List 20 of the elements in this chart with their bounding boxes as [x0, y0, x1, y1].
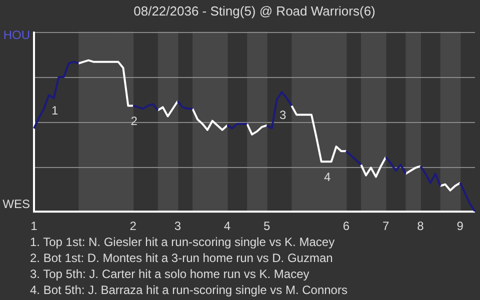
- x-tick-label: 6: [342, 219, 350, 234]
- text: WES: [2, 196, 30, 211]
- annotation: 1: [52, 103, 59, 118]
- x-tick-label: 8: [417, 219, 424, 234]
- text: 3. Top 5th: J. Carter hit a solo home run vs K. Macey: [30, 266, 310, 282]
- annotation: 2: [130, 114, 138, 128]
- x-tick-label: 7: [382, 219, 390, 234]
- x-tick-label: 1: [30, 219, 38, 234]
- text: 1. Top 1st: N. Giesler hit a run-scoring single vs K. Macey: [30, 234, 336, 250]
- text: 4. Bot 5th: J. Barraza hit a run-scoring single vs M. Connors: [30, 282, 348, 298]
- x-tick-label: 5: [264, 219, 271, 234]
- x-tick-label: 4: [224, 219, 231, 234]
- x-tick-label: 2: [130, 219, 137, 234]
- annotation: 3: [279, 108, 286, 122]
- annotation: 4: [324, 170, 332, 184]
- chart-title: 08/22/2036 - Sting(5) @ Road Warriors(6): [134, 3, 376, 18]
- text: HOU: [3, 28, 30, 42]
- x-tick-label: 9: [456, 219, 464, 234]
- text: 2. Bot 1st: D. Montes hit a 3-run home run vs D. Guzman: [30, 250, 334, 266]
- x-tick-label: 3: [174, 219, 182, 234]
